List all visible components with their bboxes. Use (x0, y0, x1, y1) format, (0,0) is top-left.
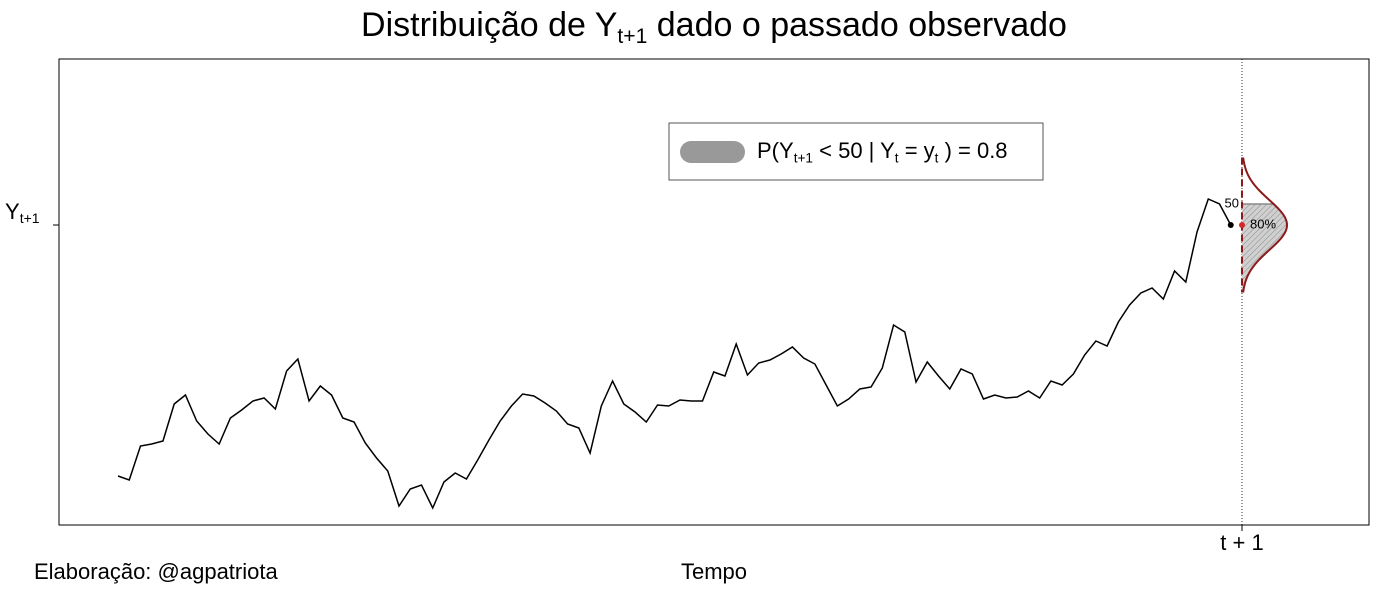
plot-frame (58, 58, 1370, 526)
x-axis-label: Tempo (681, 559, 747, 584)
text-segment: < 50 | Y (813, 138, 895, 163)
text-segment: Distribuição de Y (361, 6, 617, 44)
text-segment: P(Y (757, 138, 794, 163)
caption: Elaboração: @agpatriota (34, 559, 278, 584)
mean-point (1238, 222, 1245, 228)
text-segment: Y (5, 199, 20, 224)
y-tick-label: Yt+1 (5, 199, 40, 226)
last-point (1227, 222, 1234, 228)
probability-area (1241, 204, 1287, 293)
subscript: t (895, 150, 899, 165)
chart-title: Distribuição de Yt+1 dado o passado obse… (361, 6, 1067, 48)
subscript: t+1 (617, 25, 647, 48)
subscript: t+1 (794, 150, 813, 165)
subscript: t+1 (20, 210, 40, 226)
legend-label: P(Yt+1 < 50 | Yt = yt ) = 0.8 (757, 138, 1008, 165)
legend-swatch (680, 141, 745, 163)
text-segment: ) = 0.8 (938, 138, 1007, 163)
subscript: t (935, 150, 939, 165)
text-segment: = y (899, 138, 935, 163)
x-tick-label: t + 1 (1220, 530, 1263, 555)
data-line (117, 197, 1232, 510)
threshold-label: 50 (1225, 195, 1239, 210)
text-segment: dado o passado observado (647, 6, 1067, 44)
probability-label: 80% (1250, 216, 1276, 231)
density-curve (1242, 157, 1288, 293)
